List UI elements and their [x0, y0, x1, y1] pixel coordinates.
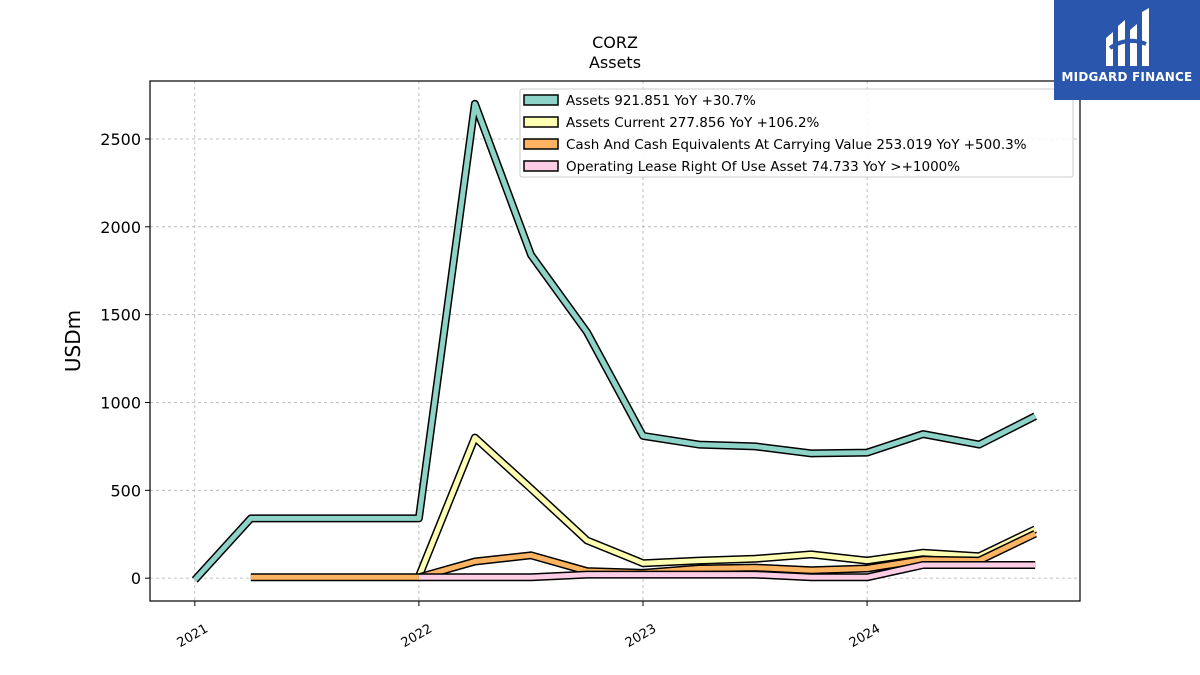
legend-label: Assets Current 277.856 YoY +106.2%	[566, 115, 820, 131]
legend-item: Operating Lease Right Of Use Asset 74.73…	[523, 159, 960, 175]
y-axis-label: USDm	[61, 310, 85, 372]
series-line	[250, 531, 1037, 580]
x-tick-label: 2021	[175, 621, 211, 651]
legend-label: Cash And Cash Equivalents At Carrying Va…	[566, 137, 1027, 153]
y-tick-label: 0	[131, 569, 141, 588]
chart-subtitle: Assets	[589, 53, 641, 72]
legend-item: Cash And Cash Equivalents At Carrying Va…	[523, 137, 1027, 153]
chart-title: CORZ	[592, 33, 638, 52]
y-tick-label: 500	[110, 481, 141, 500]
series-line	[416, 435, 1037, 578]
x-tick-label: 2022	[399, 621, 435, 651]
legend: Assets 921.851 YoY +30.7% Assets Current …	[519, 88, 1074, 178]
series-1	[191, 99, 1038, 583]
y-tick-label: 2500	[100, 130, 141, 149]
legend-swatch	[523, 116, 559, 128]
legend-swatch	[523, 160, 559, 172]
y-tick-label: 1000	[100, 393, 141, 412]
x-tick-label: 2024	[847, 621, 883, 651]
series-group	[191, 99, 1038, 583]
legend-label: Operating Lease Right Of Use Asset 74.73…	[566, 159, 960, 175]
y-tick-label: 1500	[100, 306, 141, 325]
logo-text: MIDGARD FINANCE	[1061, 70, 1193, 84]
series-4	[418, 561, 1036, 582]
legend-item: Assets 921.851 YoY +30.7%	[523, 93, 756, 109]
legend-swatch	[523, 94, 559, 106]
legend-box	[519, 88, 1074, 178]
legend-label: Assets 921.851 YoY +30.7%	[566, 93, 756, 109]
legend-item: Assets Current 277.856 YoY +106.2%	[523, 115, 820, 131]
series-3	[250, 530, 1037, 582]
series-2	[415, 433, 1037, 578]
logo-mark-icon	[1106, 8, 1149, 66]
x-tick-label: 2023	[623, 621, 659, 651]
legend-swatch	[523, 138, 559, 150]
y-tick-label: 2000	[100, 218, 141, 237]
series-line	[192, 101, 1037, 582]
midgard-finance-logo: MIDGARD FINANCE	[1054, 0, 1200, 100]
series-line	[418, 562, 1036, 580]
plot-frame	[149, 80, 1081, 602]
